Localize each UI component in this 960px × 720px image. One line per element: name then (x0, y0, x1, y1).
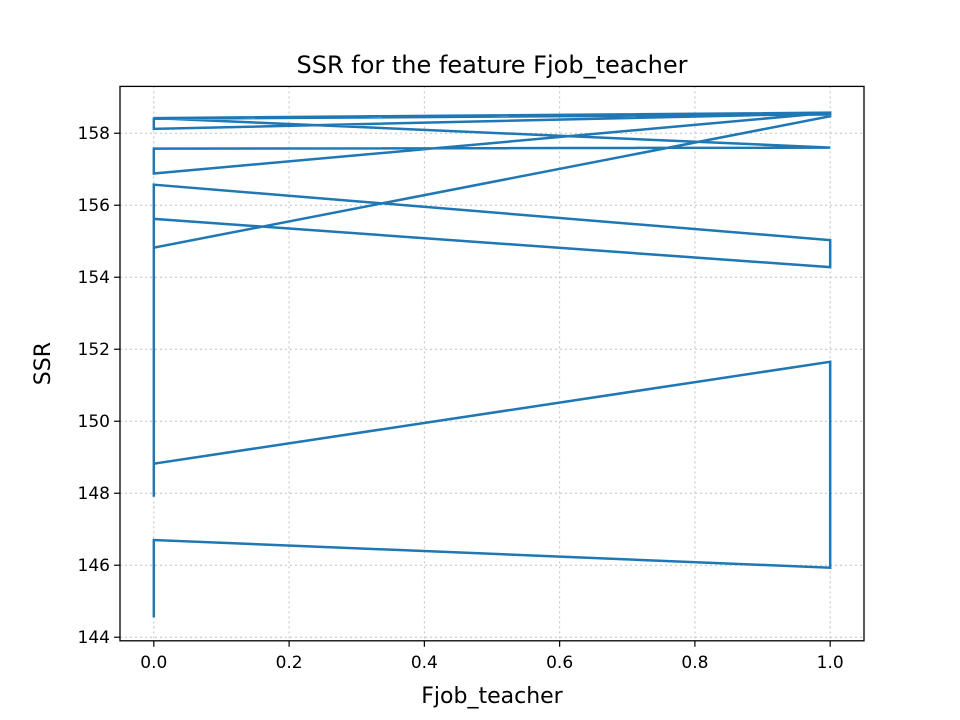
y-axis: 144 146 148 150 152 154 156 158 (78, 124, 120, 648)
x-tick-label: 0.0 (140, 653, 167, 673)
y-tick-label: 154 (78, 268, 110, 288)
y-tick-label: 156 (78, 196, 110, 216)
y-tick-label: 146 (78, 556, 110, 576)
x-tick-label: 0.8 (681, 653, 708, 673)
x-tick-label: 1.0 (817, 653, 844, 673)
series-line (152, 111, 832, 618)
x-tick-label: 0.6 (546, 653, 573, 673)
y-tick-label: 148 (78, 484, 110, 504)
chart-title: SSR for the feature Fjob_teacher (296, 51, 687, 79)
series-layer (152, 111, 832, 618)
y-tick-label: 152 (78, 340, 110, 360)
plot-frame (119, 85, 865, 642)
x-tick-label: 0.2 (276, 653, 303, 673)
y-tick-label: 158 (78, 124, 110, 144)
x-axis: 0.0 0.2 0.4 0.6 0.8 1.0 (140, 640, 844, 673)
y-tick-label: 150 (78, 412, 110, 432)
y-tick-label: 144 (78, 628, 110, 648)
y-axis-label: SSR (31, 342, 56, 385)
x-tick-label: 0.4 (411, 653, 438, 673)
x-axis-label: Fjob_teacher (421, 684, 563, 709)
